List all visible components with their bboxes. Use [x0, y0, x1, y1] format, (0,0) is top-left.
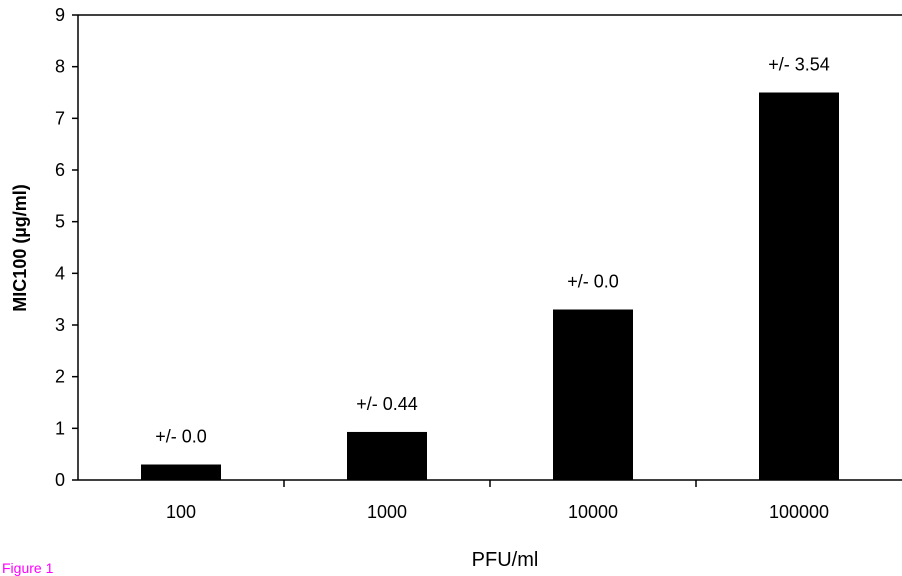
y-tick-label: 4 [55, 263, 65, 283]
y-tick-label: 3 [55, 315, 65, 335]
y-tick-label: 0 [55, 470, 65, 490]
x-axis-title: PFU/ml [472, 549, 539, 571]
y-tick-label: 1 [55, 418, 65, 438]
x-tick-label: 10000 [568, 502, 618, 522]
x-tick-label: 1000 [367, 502, 407, 522]
x-axis-ticks: 100 1000 10000 100000 [166, 480, 829, 522]
bar [553, 309, 633, 480]
y-tick-label: 5 [55, 212, 65, 232]
figure-caption: Figure 1 [2, 560, 54, 576]
bar [759, 92, 839, 480]
error-annotation: +/- 0.0 [567, 272, 619, 292]
y-tick-label: 7 [55, 108, 65, 128]
y-tick-label: 9 [55, 5, 65, 25]
error-annotation: +/- 0.0 [155, 427, 207, 447]
bar [347, 431, 427, 480]
y-axis-ticks: 0 1 2 3 4 5 6 7 8 9 [55, 5, 78, 490]
error-annotation: +/- 0.44 [356, 394, 418, 414]
y-tick-label: 2 [55, 367, 65, 387]
y-tick-label: 8 [55, 57, 65, 77]
y-tick-label: 6 [55, 160, 65, 180]
bars [141, 92, 839, 480]
bar [141, 464, 221, 480]
y-axis-title: MIC100 (µg/ml) [10, 184, 30, 311]
x-tick-label: 100 [166, 502, 196, 522]
x-tick-label: 100000 [769, 502, 829, 522]
error-annotation: +/- 3.54 [768, 55, 830, 75]
error-labels: +/- 0.0 +/- 0.44 +/- 0.0 +/- 3.54 [155, 55, 830, 447]
